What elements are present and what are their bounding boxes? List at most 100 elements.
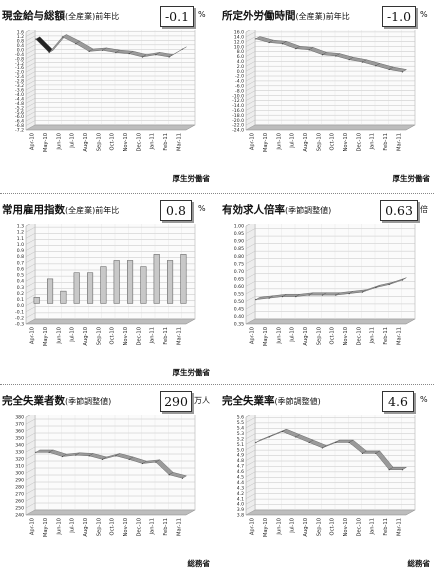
source-label: 総務省: [187, 559, 211, 568]
x-tick-label: Jun-10: [276, 327, 282, 345]
chart-cash-earnings: 1.61.20.80.40.0-0.4-0.8-1.2-1.6-2.0-2.4-…: [15, 30, 196, 152]
x-tick-label: Dec-10: [136, 518, 142, 537]
value-unit: %: [420, 395, 428, 404]
data-point: [308, 49, 310, 51]
row-divider-2: [0, 384, 434, 385]
y-tick-label: 0.5: [17, 273, 24, 279]
data-point: [88, 455, 90, 457]
y-tick-label: 0.75: [234, 261, 244, 267]
data-point: [155, 54, 157, 56]
x-tick-label: Oct-10: [330, 133, 336, 150]
data-point: [388, 469, 390, 471]
x-tick-label: Nov-10: [343, 133, 349, 151]
bar: [87, 272, 94, 304]
x-tick-label: Jan-11: [150, 327, 156, 344]
x-tick-label: Nov-10: [343, 518, 349, 536]
y-tick-label: -8.0: [235, 88, 244, 94]
bar: [33, 297, 40, 304]
y-tick-label: 3.8: [237, 513, 244, 519]
data-point: [401, 469, 404, 471]
y-tick-label: 1.00: [234, 224, 244, 230]
x-tick-label: Jan-11: [150, 518, 156, 535]
x-tick-label: Mar-11: [396, 327, 402, 345]
data-point: [101, 49, 104, 51]
x-tick-label: Sep-10: [96, 133, 102, 151]
x-tick-label: Jan-11: [150, 133, 156, 150]
data-point: [255, 38, 257, 40]
y-tick-label: -5.2: [15, 105, 24, 111]
x-tick-label: Jun-10: [56, 327, 62, 345]
gridline: [245, 224, 251, 227]
y-tick-label: -4.4: [15, 96, 24, 102]
y-tick-label: -2.0: [15, 70, 24, 76]
data-point: [115, 455, 117, 457]
data-point: [75, 454, 77, 456]
y-tick-label: 5.1: [237, 442, 244, 448]
y-tick-label: 4.0: [237, 59, 244, 65]
x-tick-label: Aug-10: [303, 133, 309, 152]
x-tick-label: Jul-10: [290, 327, 296, 343]
y-tick-label: -1.6: [15, 65, 24, 71]
y-tick-label: 4.2: [237, 491, 244, 497]
data-point: [61, 36, 64, 38]
y-tick-label: 5.3: [237, 431, 244, 437]
x-tick-label: Aug-10: [83, 518, 89, 537]
data-point: [401, 71, 404, 73]
panel-job-openings-ratio: 有効求人倍率(季節調整値) 0.63 倍 1.00 0.95 0.90 0.85 0.8…: [220, 198, 432, 384]
y-tick-label: -0.2: [15, 315, 24, 321]
y-tick-label: 5.2: [237, 436, 244, 442]
source-label: 厚生労働省: [392, 174, 431, 183]
panel-title: 常用雇用指数(全産業)前年比: [2, 204, 120, 216]
panel-employment-index: 常用雇用指数(全産業)前年比 0.8 % 1.3 1.2 1.1 1.0 0.9 0.8 0…: [0, 198, 212, 384]
panel-unemployed-persons: 完全失業者数(季節調整値) 290 万人 380 370 360 350 340 330 3…: [0, 389, 212, 575]
data-point: [308, 294, 310, 296]
y-tick-label: -0.4: [15, 52, 24, 58]
y-tick-label: 300: [15, 471, 24, 477]
x-tick-label: Mar-11: [176, 327, 182, 345]
y-tick-label: 350: [15, 436, 24, 442]
y-tick-label: 0.85: [234, 246, 244, 252]
y-tick-label: 0.45: [234, 307, 244, 313]
bar: [167, 260, 174, 304]
y-tick-label: 4.0: [237, 502, 244, 508]
bar: [100, 266, 107, 304]
y-tick-label: -2.0: [235, 74, 244, 80]
x-tick-label: Jun-10: [56, 518, 62, 536]
x-tick-label: May-10: [43, 327, 49, 346]
y-tick-label: -4.0: [235, 79, 244, 85]
bar: [113, 260, 120, 304]
bar: [127, 260, 134, 304]
x-tick-label: Dec-10: [356, 327, 362, 346]
x-tick-label: Jun-10: [276, 518, 282, 536]
y-tick-label: -7.2: [15, 128, 24, 134]
y-tick-label: 1.3: [17, 224, 24, 230]
plot-side-wall: [245, 30, 256, 131]
plot-floor: [245, 318, 416, 325]
x-tick-label: Apr-10: [30, 327, 36, 344]
y-tick-label: 4.4: [237, 480, 244, 486]
x-tick-label: Jul-10: [70, 327, 76, 343]
y-tick-label: -10.0: [232, 93, 244, 99]
x-tick-label: Oct-10: [330, 327, 336, 344]
chart-unemployment-rate: 5.65.55.45.35.25.15.04.94.84.74.64.54.44…: [237, 415, 416, 537]
x-tick-label: Mar-11: [396, 518, 402, 536]
latest-value-box: 0.63: [380, 200, 418, 221]
x-tick-label: Feb-11: [383, 518, 389, 536]
data-point: [295, 436, 297, 438]
y-tick-label: 0.65: [234, 276, 244, 282]
plot-side-wall: [25, 224, 36, 325]
y-tick-label: 0.2: [17, 291, 24, 297]
y-tick-label: 1.2: [17, 34, 24, 40]
gridline: [25, 30, 31, 33]
y-tick-label: 0.4: [17, 279, 24, 285]
series-ribbon-segment: [388, 66, 408, 73]
series-ribbon-segment: [388, 467, 408, 470]
x-tick-label: Apr-10: [250, 518, 256, 535]
y-tick-label: -20.0: [232, 118, 244, 124]
x-tick-label: Feb-11: [163, 327, 169, 345]
panel-title: 現金給与総額(全産業)前年比: [2, 10, 120, 22]
x-tick-label: Sep-10: [316, 327, 322, 345]
x-tick-label: May-10: [263, 133, 269, 152]
data-point: [361, 452, 364, 454]
x-tick-label: Oct-10: [330, 518, 336, 535]
